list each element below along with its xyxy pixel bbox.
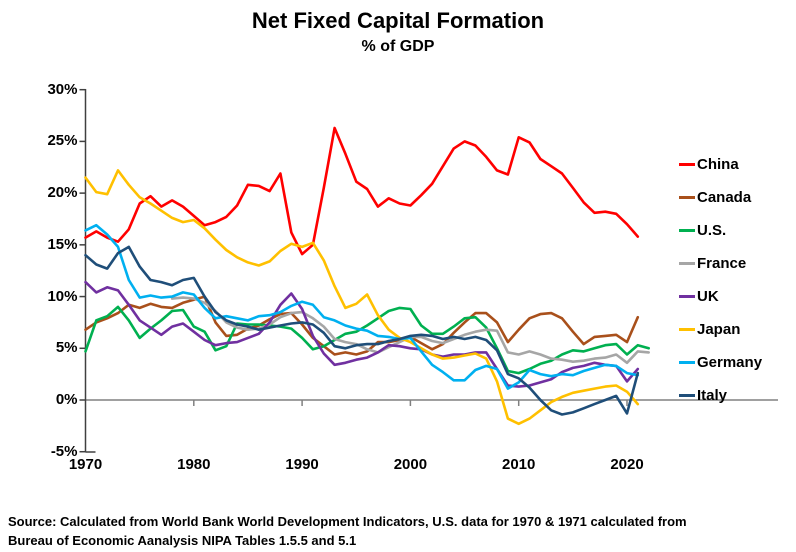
y-tick-label: 0% xyxy=(55,391,78,408)
x-tick-label: 2020 xyxy=(610,456,644,473)
x-tick-label: 1970 xyxy=(68,456,103,473)
page-title: Net Fixed Capital Formation xyxy=(251,8,545,33)
legend-item-uk: UK xyxy=(679,280,762,313)
legend-item-canada: Canada xyxy=(679,181,762,214)
legend-label-us: U.S. xyxy=(697,222,727,239)
series-line-china xyxy=(84,126,640,256)
legend-item-germany: Germany xyxy=(679,346,762,379)
y-tick-label: 5% xyxy=(55,339,78,357)
series-line-italy xyxy=(84,245,640,416)
legend: China Canada U.S. France UK Japan Germany Italy xyxy=(679,148,762,412)
legend-swatch-france xyxy=(679,262,695,265)
series-line-canada xyxy=(84,295,640,356)
x-tick-label: 2010 xyxy=(502,456,536,473)
series-line-germany xyxy=(84,223,640,390)
legend-label-germany: Germany xyxy=(697,354,763,371)
page-subtitle: % of GDP xyxy=(361,38,435,55)
legend-item-italy: Italy xyxy=(679,379,762,412)
legend-label-italy: Italy xyxy=(697,387,728,404)
legend-swatch-us xyxy=(679,229,695,232)
legend-item-us: U.S. xyxy=(679,214,762,247)
legend-swatch-italy xyxy=(679,394,695,397)
y-tick-label: 25% xyxy=(47,132,78,150)
y-tick-label: 20% xyxy=(47,184,78,202)
legend-item-japan: Japan xyxy=(679,313,762,346)
y-tick-label: 30% xyxy=(47,80,78,98)
y-tick-label: 15% xyxy=(47,235,78,253)
legend-label-uk: UK xyxy=(697,288,719,305)
x-tick-label: 2000 xyxy=(393,456,428,473)
source-note: Source: Calculated from World Bank World… xyxy=(8,512,792,550)
legend-swatch-uk xyxy=(679,295,695,298)
source-line-2: Bureau of Economic Aanalysis NIPA Tables… xyxy=(8,533,357,548)
legend-swatch-canada xyxy=(679,196,695,199)
legend-label-china: China xyxy=(697,156,739,173)
x-tick-label: 1990 xyxy=(285,456,319,473)
legend-swatch-germany xyxy=(679,361,695,364)
source-line-1: Source: Calculated from World Bank World… xyxy=(8,514,687,529)
legend-label-canada: Canada xyxy=(697,189,752,206)
series-line-uk xyxy=(84,280,640,388)
legend-item-china: China xyxy=(679,148,762,181)
x-tick-label: 1980 xyxy=(177,456,211,473)
legend-item-france: France xyxy=(679,247,762,280)
legend-label-france: France xyxy=(697,255,747,272)
legend-swatch-japan xyxy=(679,328,695,331)
legend-label-japan: Japan xyxy=(697,321,741,338)
series-line-us xyxy=(84,305,651,375)
legend-swatch-china xyxy=(679,163,695,166)
y-tick-label: -5% xyxy=(50,442,78,460)
y-tick-label: 10% xyxy=(47,287,78,305)
